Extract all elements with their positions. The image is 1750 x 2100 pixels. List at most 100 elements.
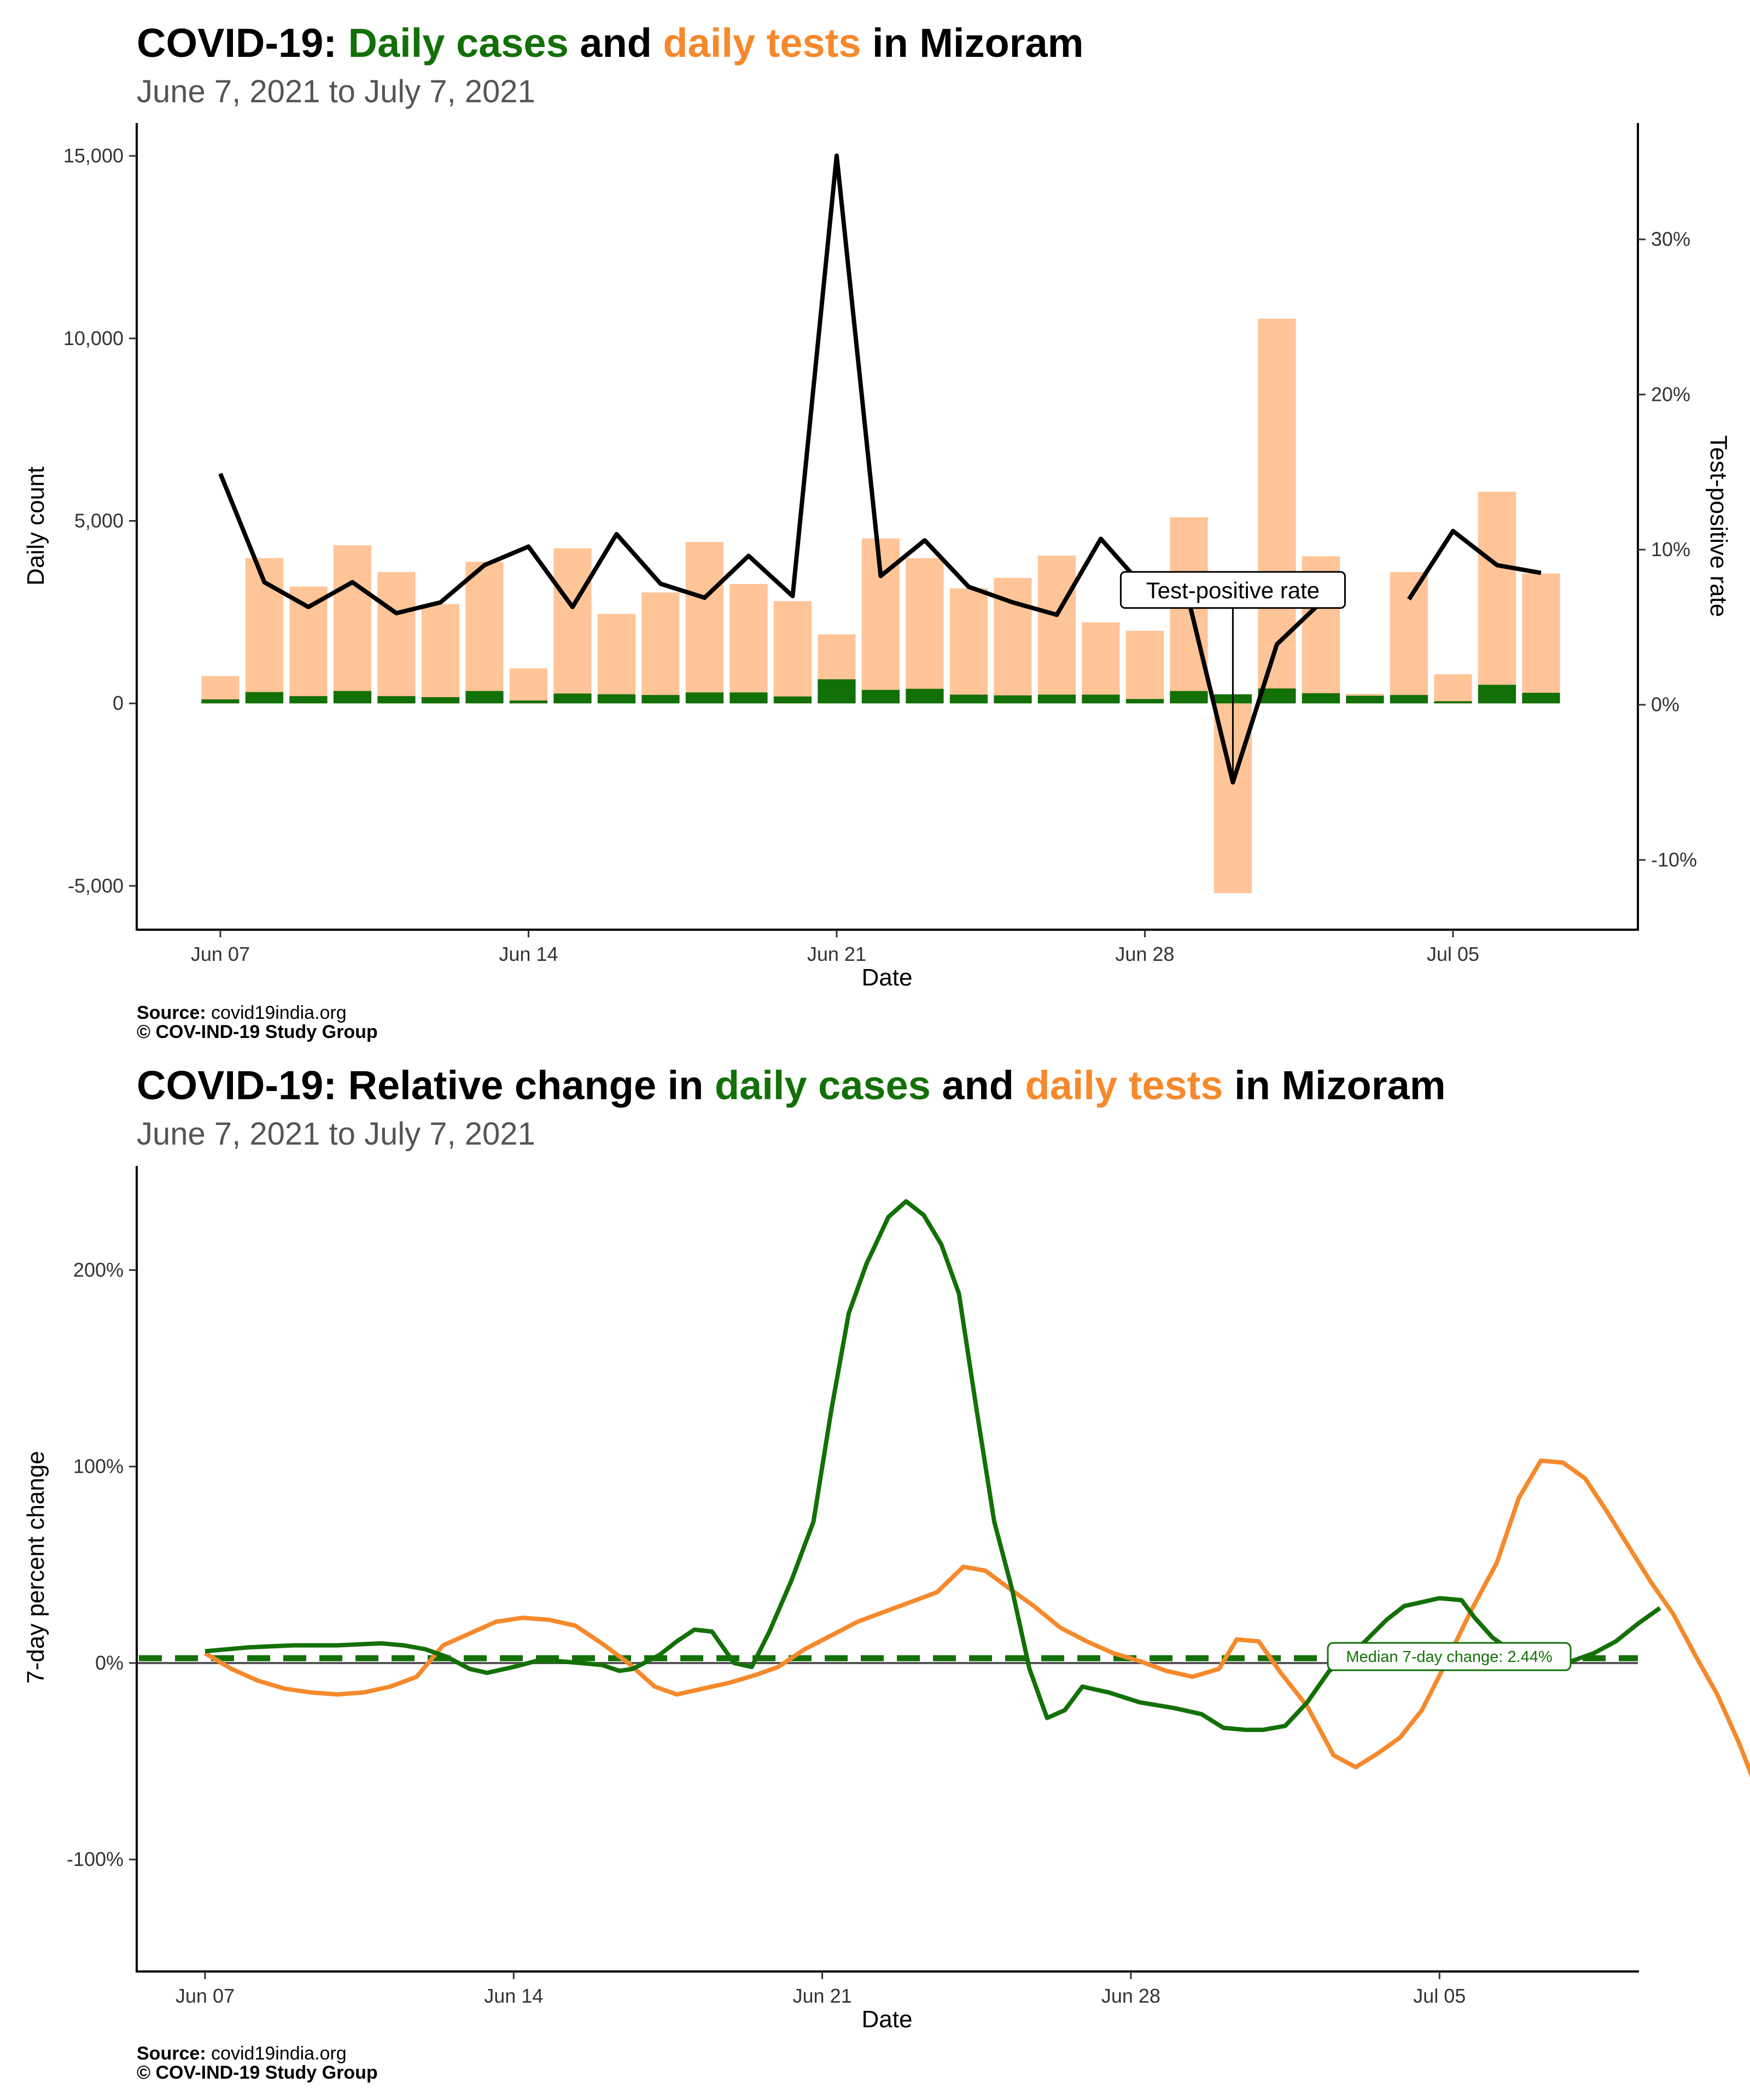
cases-bar — [377, 696, 416, 704]
panel2-title-suffix: in Mizoram — [1223, 1063, 1445, 1108]
cases-bar — [1125, 699, 1164, 704]
cases-bar — [906, 689, 944, 704]
panel2-source-label: Source: — [137, 2043, 206, 2064]
y-tick-label: -100% — [67, 1848, 124, 1870]
cases-bar — [1037, 695, 1076, 704]
x-tick-label: Jun 21 — [793, 1985, 852, 2007]
cases-bar — [245, 692, 284, 704]
cases-bar — [1478, 685, 1516, 704]
panel1-x-axis-title: Date — [862, 964, 913, 991]
y2-tick-label: 30% — [1651, 228, 1690, 250]
panel2-title-tests: daily tests — [1025, 1063, 1223, 1108]
panel1-source-text: covid19india.org — [206, 1002, 347, 1023]
panel1-x-ticks: Jun 07 Jun 14 Jun 21 Jun 28 Jul 05 — [191, 930, 1479, 965]
annotation-box — [1119, 571, 1346, 609]
tests-bar — [465, 562, 504, 704]
tests-bar — [1522, 573, 1560, 704]
y2-tick-label: -10% — [1651, 848, 1697, 871]
x-tick-label: Jul 05 — [1413, 1985, 1466, 2007]
cases-bar — [949, 695, 988, 704]
y2-tick-label: 0% — [1651, 693, 1679, 716]
y-tick-label: 200% — [73, 1258, 124, 1281]
cases-bar — [465, 691, 504, 704]
cases-bar — [333, 691, 372, 704]
panel2-x-ticks: Jun 07 Jun 14 Jun 21 Jun 28 Jul 05 — [176, 1971, 1466, 2007]
panel1-title-tests: daily tests — [663, 20, 861, 66]
x-tick-label: Jun 21 — [807, 943, 866, 965]
cases-bar — [1390, 695, 1428, 704]
x-tick-label: Jun 14 — [484, 1985, 543, 2007]
cases-bar — [1434, 701, 1472, 704]
x-tick-label: Jun 14 — [499, 943, 558, 965]
panel2-title: COVID-19: Relative change in daily cases… — [137, 1063, 1446, 1108]
annotation-label: Test-positive rate — [1146, 578, 1320, 603]
median-label-text: Median 7-day change: 2.44% — [1346, 1648, 1552, 1666]
tests-bar — [333, 545, 372, 704]
tests-bar — [1434, 674, 1472, 704]
panel1-y-axis-title: Daily count — [22, 466, 49, 586]
tests-bar — [421, 604, 460, 704]
x-tick-label: Jun 07 — [191, 943, 250, 965]
cases-bar — [994, 695, 1032, 704]
panel2-y-axis-title: 7-day percent change — [22, 1451, 49, 1684]
panel1-title-mid: and — [569, 20, 663, 66]
x-tick-label: Jun 28 — [1115, 943, 1174, 965]
panel1-subtitle: June 7, 2021 to July 7, 2021 — [137, 74, 535, 109]
tests-bar — [201, 676, 240, 704]
tests-bars — [201, 318, 1560, 894]
tests-bar — [773, 601, 812, 704]
tests-bar — [597, 614, 636, 704]
median-label-box — [1327, 1642, 1572, 1671]
panel2-source: Source: covid19india.org — [137, 2043, 347, 2064]
panel1-y-ticks: -5,000 0 5,000 10,000 15,000 — [63, 144, 137, 897]
panel1-y2-axis-title: Test-positive rate — [1705, 435, 1732, 617]
tests-bar — [1258, 318, 1296, 704]
cases-bar — [730, 692, 768, 704]
y-tick-label: 0 — [113, 692, 124, 714]
tests-bar — [553, 548, 592, 704]
tests-bar — [1082, 622, 1120, 704]
tests-bar — [949, 588, 988, 704]
tests-bar — [906, 558, 944, 704]
y-tick-label: 10,000 — [63, 327, 124, 349]
cases-bars — [201, 679, 1560, 704]
tests-bar — [1478, 492, 1516, 704]
cases-bar — [597, 694, 636, 704]
cases-bar — [553, 693, 592, 704]
test-positive-rate-annotation: Test-positive rate — [1119, 571, 1346, 783]
cases-bar — [641, 695, 680, 704]
panel1-title-suffix: in Mizoram — [861, 20, 1083, 66]
cases-change-line — [205, 1199, 1661, 1732]
panel1-copyright: © COV-IND-19 Study Group — [137, 1022, 378, 1042]
panel1-title-cases: Daily cases — [348, 20, 569, 66]
y2-tick-label: 10% — [1651, 538, 1690, 561]
tests-bar — [730, 584, 768, 704]
cases-bar — [509, 700, 548, 704]
tests-bar — [641, 592, 680, 704]
cases-bar — [861, 690, 900, 704]
tests-bar — [685, 542, 724, 704]
x-tick-label: Jul 05 — [1427, 943, 1479, 965]
panel2-y-ticks: -100% 0% 100% 200% — [67, 1258, 137, 1870]
tests-bar — [1390, 571, 1428, 704]
x-tick-label: Jun 07 — [176, 1985, 235, 2007]
cases-bar — [1082, 695, 1120, 704]
panel1-title: COVID-19: Daily cases and daily tests in… — [137, 20, 1083, 66]
median-change-annotation: Median 7-day change: 2.44% — [1327, 1642, 1572, 1671]
panel2-title-prefix: COVID-19: Relative change in — [137, 1063, 715, 1108]
panel2-title-mid: and — [931, 1063, 1025, 1108]
tests-bar — [1037, 555, 1076, 704]
cases-bar — [1522, 692, 1560, 704]
panel2-x-axis-title: Date — [862, 2006, 913, 2033]
relative-change-panel: COVID-19: Relative change in daily cases… — [22, 1063, 1750, 2083]
cases-bar — [201, 699, 240, 704]
y-tick-label: 100% — [73, 1455, 124, 1478]
y-tick-label: 15,000 — [63, 144, 124, 167]
panel1-source: Source: covid19india.org — [137, 1002, 347, 1023]
tests-bar — [509, 668, 548, 704]
panel2-title-cases: daily cases — [715, 1063, 931, 1108]
x-tick-label: Jun 28 — [1101, 1985, 1160, 2007]
cases-bar — [818, 679, 856, 704]
cases-bar — [1302, 693, 1340, 704]
